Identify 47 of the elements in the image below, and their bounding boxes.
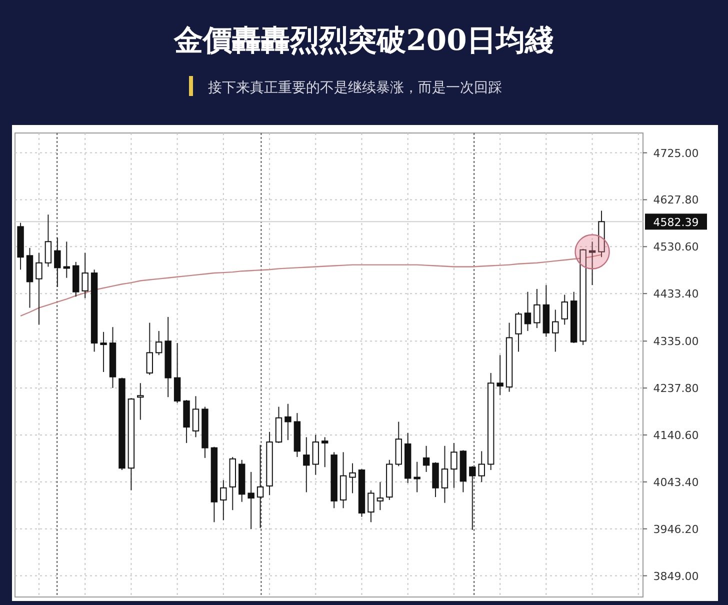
candlestick <box>63 241 70 278</box>
candlestick <box>100 331 107 372</box>
candlestick <box>469 466 476 530</box>
candlestick <box>137 382 144 420</box>
candlestick <box>44 214 52 268</box>
y-tick-label: 4725.00 <box>653 146 699 160</box>
candlestick <box>321 436 328 468</box>
candlestick <box>524 291 532 332</box>
y-tick-label: 3946.20 <box>653 522 699 536</box>
y-tick-label: 4043.40 <box>653 476 699 489</box>
candlestick <box>82 252 88 299</box>
candlestick <box>312 434 319 476</box>
candlestick <box>441 445 448 504</box>
candlestick <box>156 330 162 356</box>
y-tick-label: 4433.40 <box>653 288 699 301</box>
y-tick-label: 4530.60 <box>653 240 699 254</box>
y-tick-label: 4237.80 <box>653 382 699 396</box>
candlestick <box>174 342 181 404</box>
candlestick <box>414 461 420 493</box>
y-tick-label: 4140.60 <box>653 428 699 442</box>
candlestick <box>376 482 384 511</box>
candlestick <box>561 294 568 326</box>
candlestick <box>36 252 42 326</box>
candlestick <box>552 309 559 352</box>
chart-subtitle: 接下来真正重要的不是继续暴涨，而是一次回踩 <box>208 80 502 96</box>
candlestick <box>450 442 458 488</box>
candlestick <box>496 354 504 396</box>
candlestick <box>349 462 356 494</box>
candlestick <box>588 241 596 286</box>
y-tick-label: 4627.80 <box>653 194 699 207</box>
y-tick-label: 3849.00 <box>653 570 699 583</box>
candlestick <box>248 471 254 530</box>
candlestick <box>146 322 153 376</box>
candlestick <box>220 480 227 521</box>
candlestick <box>515 312 522 352</box>
candlestick <box>422 445 430 472</box>
candlestick <box>303 436 310 493</box>
candlestick <box>534 288 540 329</box>
candlestick <box>256 444 264 528</box>
ref-line-label: 4582.39 <box>653 216 699 230</box>
candlestick <box>368 490 374 523</box>
candlestick <box>284 403 292 441</box>
chart-title: 金價轟轟烈烈突破200日均綫 <box>173 23 554 57</box>
candlestick <box>54 237 61 288</box>
y-tick-label: 4335.00 <box>653 335 699 348</box>
candlestick <box>478 450 485 483</box>
candlestick <box>192 396 200 438</box>
